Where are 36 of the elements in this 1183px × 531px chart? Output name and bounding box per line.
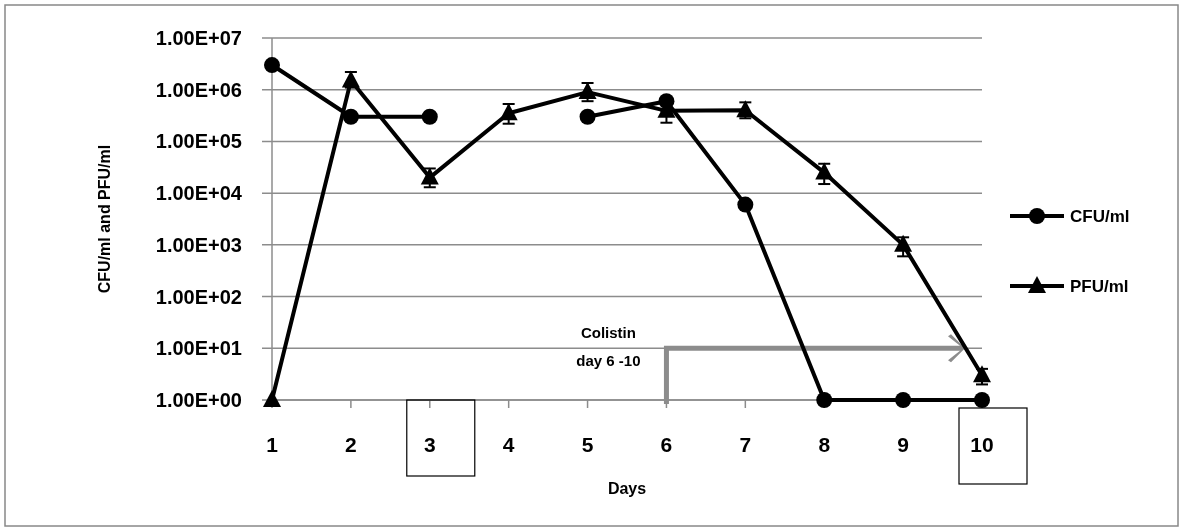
point xyxy=(974,392,990,408)
y-tick-label: 1.00E+01 xyxy=(155,337,242,360)
point xyxy=(737,196,754,213)
x-axis-title: Days xyxy=(607,480,647,497)
x-tick-label: 3 xyxy=(423,433,436,456)
y-tick-label: 1.00E+04 xyxy=(155,182,243,205)
x-tick-label: 2 xyxy=(345,433,357,456)
point xyxy=(421,108,438,125)
y-axis-title: CFU/ml and PFU/ml xyxy=(96,144,113,294)
y-tick-label: 1.00E+05 xyxy=(155,130,242,153)
point xyxy=(894,234,913,252)
legend-label: PFU/ml xyxy=(1070,277,1129,296)
y-tick-label: 1.00E+06 xyxy=(155,78,242,101)
legend-label: CFU/ml xyxy=(1070,207,1130,226)
y-tick-label: 1.00E+02 xyxy=(155,285,242,308)
x-tick-label: 6 xyxy=(660,433,673,456)
point xyxy=(816,392,833,408)
point xyxy=(499,103,518,121)
y-tick-label: 1.00E+07 xyxy=(155,27,242,49)
x-tick-label: 7 xyxy=(739,433,752,456)
point xyxy=(342,108,359,125)
point xyxy=(264,57,280,74)
x-tick-label: 9 xyxy=(897,433,909,456)
x-tick-label: 1 xyxy=(266,433,279,456)
x-tick-label: 10 xyxy=(970,433,994,456)
y-tick-label: 1.00E+00 xyxy=(155,389,242,411)
annotation: Colistin day 6 -10 xyxy=(576,324,641,370)
point xyxy=(895,392,912,408)
x-tick-label: 8 xyxy=(818,433,831,456)
y-tick-label: 1.00E+03 xyxy=(155,233,242,256)
point xyxy=(263,390,281,407)
x-tick-label: 4 xyxy=(502,433,515,456)
point xyxy=(579,108,596,125)
point xyxy=(815,162,834,180)
point xyxy=(420,167,439,185)
x-tick-label: 5 xyxy=(581,433,594,456)
